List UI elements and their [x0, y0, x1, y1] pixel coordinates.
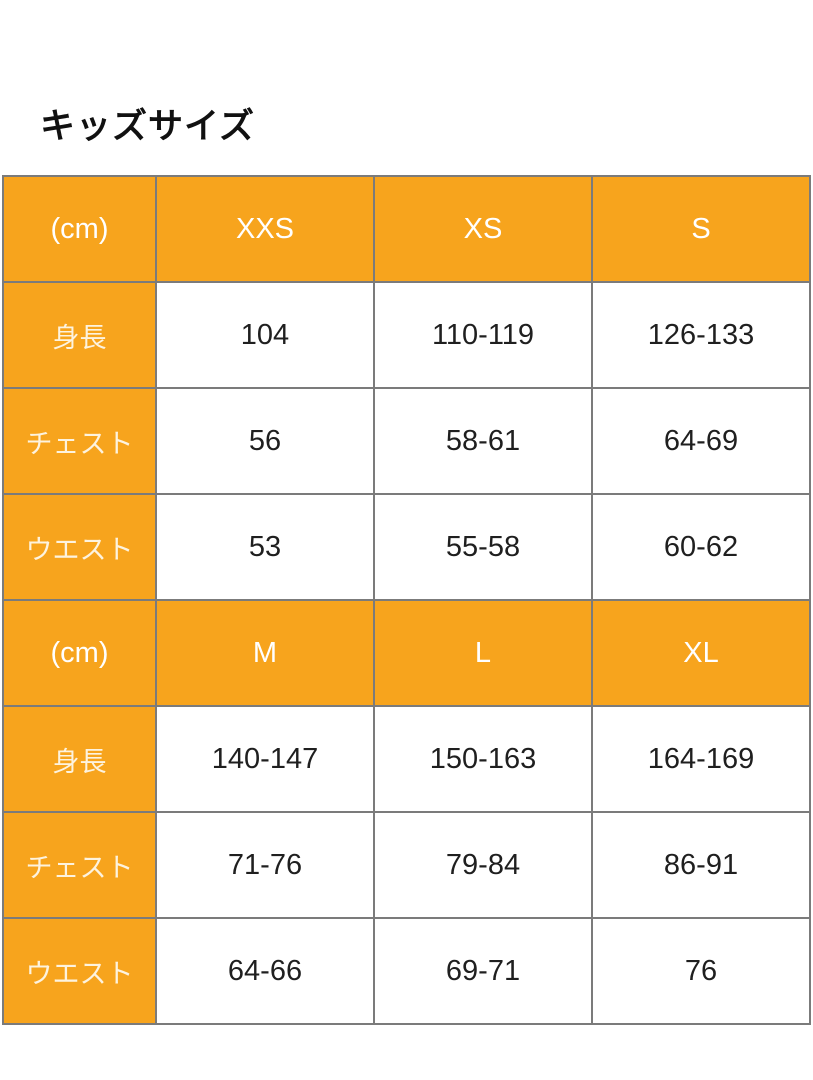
value-cell-waist-xl: 76	[591, 917, 811, 1025]
size-header-cell-m: M	[155, 599, 375, 707]
value-cell-chest-xl: 86-91	[591, 811, 811, 919]
measure-label-cell-height: 身長	[2, 281, 157, 389]
value-cell-waist-m: 64-66	[155, 917, 375, 1025]
value-cell-height-xxs: 104	[155, 281, 375, 389]
table-row-waist-small: ウエスト 53 55-58 60-62	[2, 493, 811, 601]
value-cell-height-l: 150-163	[373, 705, 593, 813]
measure-label-cell-chest: チェスト	[2, 387, 157, 495]
value-cell-waist-s: 60-62	[591, 493, 811, 601]
size-header-row-small: (cm) XXS XS S	[2, 175, 811, 283]
value-cell-chest-xxs: 56	[155, 387, 375, 495]
size-header-cell-l: L	[373, 599, 593, 707]
value-cell-waist-l: 69-71	[373, 917, 593, 1025]
table-row-chest-large: チェスト 71-76 79-84 86-91	[2, 811, 811, 919]
size-header-row-large: (cm) M L XL	[2, 599, 811, 707]
unit-header-cell-2: (cm)	[2, 599, 157, 707]
table-row-waist-large: ウエスト 64-66 69-71 76	[2, 917, 811, 1025]
unit-header-cell: (cm)	[2, 175, 157, 283]
kids-size-table: (cm) XXS XS S 身長 104 110-119 126-133 チェス…	[2, 175, 811, 1025]
value-cell-chest-m: 71-76	[155, 811, 375, 919]
table-row-height-small: 身長 104 110-119 126-133	[2, 281, 811, 389]
value-cell-waist-xxs: 53	[155, 493, 375, 601]
value-cell-height-m: 140-147	[155, 705, 375, 813]
table-row-chest-small: チェスト 56 58-61 64-69	[2, 387, 811, 495]
measure-label-cell-height-2: 身長	[2, 705, 157, 813]
value-cell-chest-l: 79-84	[373, 811, 593, 919]
value-cell-waist-xs: 55-58	[373, 493, 593, 601]
size-header-cell-xl: XL	[591, 599, 811, 707]
value-cell-chest-xs: 58-61	[373, 387, 593, 495]
value-cell-height-s: 126-133	[591, 281, 811, 389]
size-header-cell-xxs: XXS	[155, 175, 375, 283]
value-cell-height-xl: 164-169	[591, 705, 811, 813]
measure-label-cell-waist: ウエスト	[2, 493, 157, 601]
measure-label-cell-waist-2: ウエスト	[2, 917, 157, 1025]
measure-label-cell-chest-2: チェスト	[2, 811, 157, 919]
page-title: キッズサイズ	[40, 107, 255, 146]
value-cell-chest-s: 64-69	[591, 387, 811, 495]
size-header-cell-s: S	[591, 175, 811, 283]
table-row-height-large: 身長 140-147 150-163 164-169	[2, 705, 811, 813]
value-cell-height-xs: 110-119	[373, 281, 593, 389]
size-header-cell-xs: XS	[373, 175, 593, 283]
